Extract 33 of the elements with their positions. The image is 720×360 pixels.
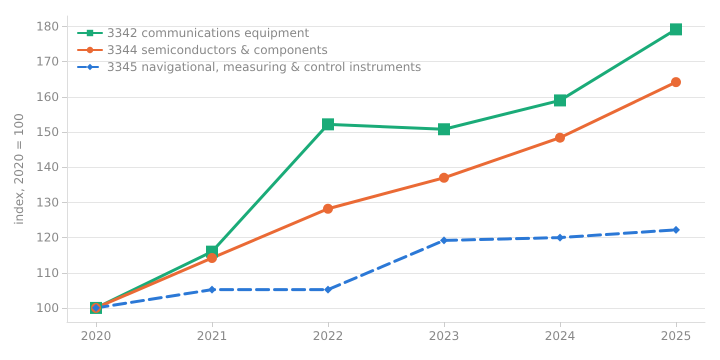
point xyxy=(556,234,564,242)
point xyxy=(323,204,333,214)
point xyxy=(322,118,334,130)
x-tick-label: 2022 xyxy=(312,329,344,343)
y-tick-label: 170 xyxy=(36,54,59,69)
y-tick-label: 100 xyxy=(36,300,59,315)
y-tick-label: 110 xyxy=(36,266,59,280)
x-tick-label: 2024 xyxy=(544,329,576,343)
y-tick-label: 160 xyxy=(36,90,59,104)
y-tick-label: 140 xyxy=(36,160,59,174)
point xyxy=(554,94,566,106)
point xyxy=(555,132,565,143)
y-tick-label: 150 xyxy=(36,125,59,140)
point xyxy=(672,226,680,234)
point xyxy=(324,286,332,294)
point xyxy=(670,23,682,36)
x-tick-label: 2023 xyxy=(428,329,460,343)
legend-label: 3342 communications equipment xyxy=(107,26,310,40)
y-tick-label: 120 xyxy=(36,230,59,245)
legend-label: 3345 navigational, measuring & control instruments xyxy=(107,60,422,74)
point xyxy=(208,286,216,294)
point xyxy=(438,123,450,136)
x-tick-label: 2020 xyxy=(80,329,112,343)
y-axis-title: index, 2020 = 100 xyxy=(12,113,26,225)
point xyxy=(671,77,681,88)
x-tick-label: 2025 xyxy=(660,329,692,343)
x-tick-label: 2021 xyxy=(196,329,228,343)
legend-label: 3344 semiconductors & components xyxy=(107,43,328,57)
y-tick-label: 130 xyxy=(36,195,59,210)
point xyxy=(440,236,448,244)
point xyxy=(207,252,217,263)
point xyxy=(439,172,449,183)
y-tick-label: 180 xyxy=(36,20,59,34)
